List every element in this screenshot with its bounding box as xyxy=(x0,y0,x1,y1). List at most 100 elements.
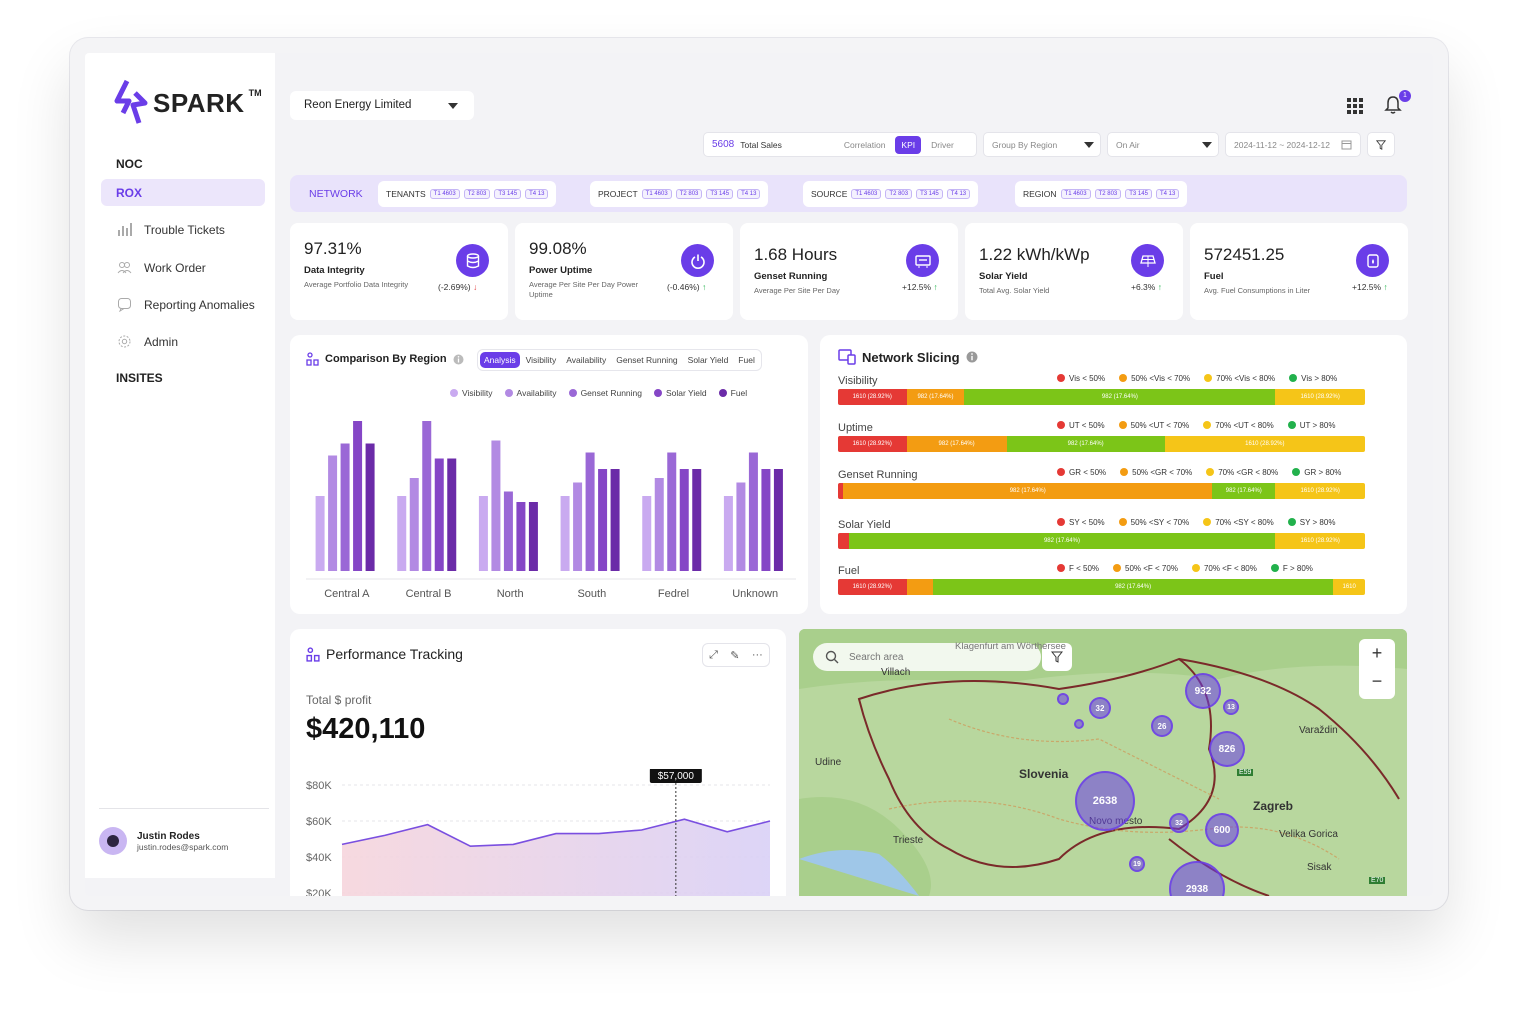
bar[interactable] xyxy=(654,478,664,571)
slice-segment[interactable]: 982 (17.64%) xyxy=(906,389,965,405)
bar[interactable] xyxy=(328,455,338,572)
kpi-card-genset-running[interactable]: 1.68 Hours Genset Running Average Per Si… xyxy=(740,223,958,320)
bar[interactable] xyxy=(447,458,457,572)
bar[interactable] xyxy=(315,496,325,571)
user-profile[interactable]: Justin Rodes justin.rodes@spark.com xyxy=(99,808,269,855)
slice-segment[interactable] xyxy=(906,579,933,595)
filter-button[interactable] xyxy=(1367,132,1395,157)
bar[interactable] xyxy=(434,458,444,572)
group-by-select[interactable]: Group By Region xyxy=(983,132,1101,157)
profit-line[interactable] xyxy=(341,818,771,848)
slice-segment[interactable]: 982 (17.64%) xyxy=(906,436,1007,452)
region-map[interactable]: Search area + − Klagenfurt am Wörthersee… xyxy=(799,629,1407,896)
bar[interactable] xyxy=(761,469,771,571)
bar[interactable] xyxy=(748,452,758,572)
map-cluster[interactable]: 2638 xyxy=(1075,771,1135,831)
bar[interactable] xyxy=(610,469,620,571)
nav-section-noc[interactable]: NOC xyxy=(116,157,143,171)
mode-correlation[interactable]: Correlation xyxy=(843,139,886,150)
tab-network[interactable]: NETWORK xyxy=(309,188,363,200)
tab-tenants[interactable]: TENANTS T1 4603 T2 803 T3 145 T4 13 xyxy=(378,181,557,207)
bar[interactable] xyxy=(736,482,746,572)
slice-segment[interactable]: 1610 (28.92%) xyxy=(838,436,907,452)
map-cluster[interactable]: 826 xyxy=(1209,731,1245,767)
map-search-input[interactable]: Search area xyxy=(813,643,1041,671)
chip-visibility[interactable]: Visibility xyxy=(525,355,557,365)
slice-segment[interactable]: 1610 (28.92%) xyxy=(1164,436,1365,452)
company-select[interactable]: Reon Energy Limited xyxy=(290,91,474,120)
slice-segment[interactable]: 1610 (28.92%) xyxy=(1275,483,1365,499)
map-cluster[interactable]: 932 xyxy=(1185,673,1221,709)
bar[interactable] xyxy=(397,496,407,571)
chip-analysis[interactable]: Analysis xyxy=(480,352,520,368)
status-select[interactable]: On Air xyxy=(1107,132,1219,157)
map-cluster[interactable]: 19 xyxy=(1129,856,1145,872)
info-icon[interactable] xyxy=(966,351,978,363)
slice-segment[interactable]: 1610 xyxy=(1333,579,1365,595)
bar[interactable] xyxy=(422,421,432,571)
map-cluster[interactable]: 32 xyxy=(1089,697,1111,719)
map-cluster[interactable]: 32 xyxy=(1169,813,1189,833)
apps-grid-icon[interactable] xyxy=(1347,98,1363,114)
bell-icon[interactable] xyxy=(1384,95,1402,115)
bar[interactable] xyxy=(585,452,595,572)
bar[interactable] xyxy=(642,496,652,571)
bar[interactable] xyxy=(773,469,783,571)
sidebar-item-reporting-anomalies[interactable]: Reporting Anomalies xyxy=(117,297,255,312)
tab-source[interactable]: SOURCE T1 4603 T2 803 T3 145 T4 13 xyxy=(803,181,979,207)
tab-region[interactable]: REGION T1 4603 T2 803 T3 145 T4 13 xyxy=(1015,181,1188,207)
slice-segment[interactable]: 982 (17.64%) xyxy=(932,579,1334,595)
bar[interactable] xyxy=(516,502,526,571)
slice-segment[interactable]: 1610 (28.92%) xyxy=(1275,533,1365,549)
map-cluster-small[interactable] xyxy=(1057,693,1069,705)
bar[interactable] xyxy=(491,440,501,572)
info-icon[interactable] xyxy=(453,354,464,365)
map-cluster-small[interactable] xyxy=(1074,719,1084,729)
slice-segment[interactable]: 1610 (28.92%) xyxy=(1275,389,1365,405)
kpi-card-fuel[interactable]: 572451.25 Fuel Avg. Fuel Consumptions in… xyxy=(1190,223,1408,320)
zoom-out-button[interactable]: − xyxy=(1371,671,1383,691)
slice-segment[interactable]: 982 (17.64%) xyxy=(843,483,1213,499)
bar[interactable] xyxy=(409,478,419,571)
slice-segment[interactable]: 1610 (28.92%) xyxy=(838,389,907,405)
kpi-card-solar-yield[interactable]: 1.22 kWh/kWp Solar Yield Total Avg. Sola… xyxy=(965,223,1183,320)
chip-solar-yield[interactable]: Solar Yield xyxy=(687,355,729,365)
map-cluster[interactable]: 600 xyxy=(1205,813,1239,847)
date-range-picker[interactable]: 2024-11-12 ~ 2024-12-12 xyxy=(1225,132,1361,157)
bar[interactable] xyxy=(340,443,350,572)
chip-availability[interactable]: Availability xyxy=(566,355,607,365)
bar[interactable] xyxy=(365,443,375,572)
bar[interactable] xyxy=(598,469,608,571)
slice-segment[interactable]: 982 (17.64%) xyxy=(964,389,1276,405)
slice-segment[interactable]: 982 (17.64%) xyxy=(1212,483,1276,499)
slice-segment[interactable] xyxy=(838,483,844,499)
bar[interactable] xyxy=(478,496,488,571)
zoom-in-button[interactable]: + xyxy=(1371,643,1383,663)
sidebar-item-trouble-tickets[interactable]: Trouble Tickets xyxy=(117,222,225,237)
bar[interactable] xyxy=(692,469,702,571)
chip-genset-running[interactable]: Genset Running xyxy=(616,355,678,365)
slice-segment[interactable]: 982 (17.64%) xyxy=(848,533,1276,549)
tab-project[interactable]: PROJECT T1 4603 T2 803 T3 145 T4 13 xyxy=(590,181,769,207)
sidebar-item-work-order[interactable]: Work Order xyxy=(117,260,206,275)
map-filter-button[interactable] xyxy=(1042,643,1072,671)
chip-fuel[interactable]: Fuel xyxy=(738,355,755,365)
expand-icon[interactable]: ⤢ xyxy=(709,648,718,661)
mode-driver[interactable]: Driver xyxy=(931,139,954,150)
sidebar-item-rox[interactable]: ROX xyxy=(101,179,265,206)
slice-segment[interactable]: 1610 (28.92%) xyxy=(838,579,907,595)
brand-logo[interactable]: SPARK TM xyxy=(113,79,262,127)
slice-segment[interactable] xyxy=(838,533,849,549)
kpi-card-data-integrity[interactable]: 97.31% Data Integrity Average Portfolio … xyxy=(290,223,508,320)
mode-kpi[interactable]: KPI xyxy=(895,135,922,154)
bar[interactable] xyxy=(353,421,363,571)
bar[interactable] xyxy=(573,482,583,572)
bar[interactable] xyxy=(528,502,538,571)
bar[interactable] xyxy=(679,469,689,571)
slice-segment[interactable]: 982 (17.64%) xyxy=(1006,436,1165,452)
nav-section-insites[interactable]: INSITES xyxy=(116,371,163,385)
more-icon[interactable]: ··· xyxy=(751,649,763,661)
bar[interactable] xyxy=(560,496,570,571)
kpi-card-power-uptime[interactable]: 99.08% Power Uptime Average Per Site Per… xyxy=(515,223,733,320)
edit-icon[interactable]: ✎ xyxy=(730,649,740,662)
